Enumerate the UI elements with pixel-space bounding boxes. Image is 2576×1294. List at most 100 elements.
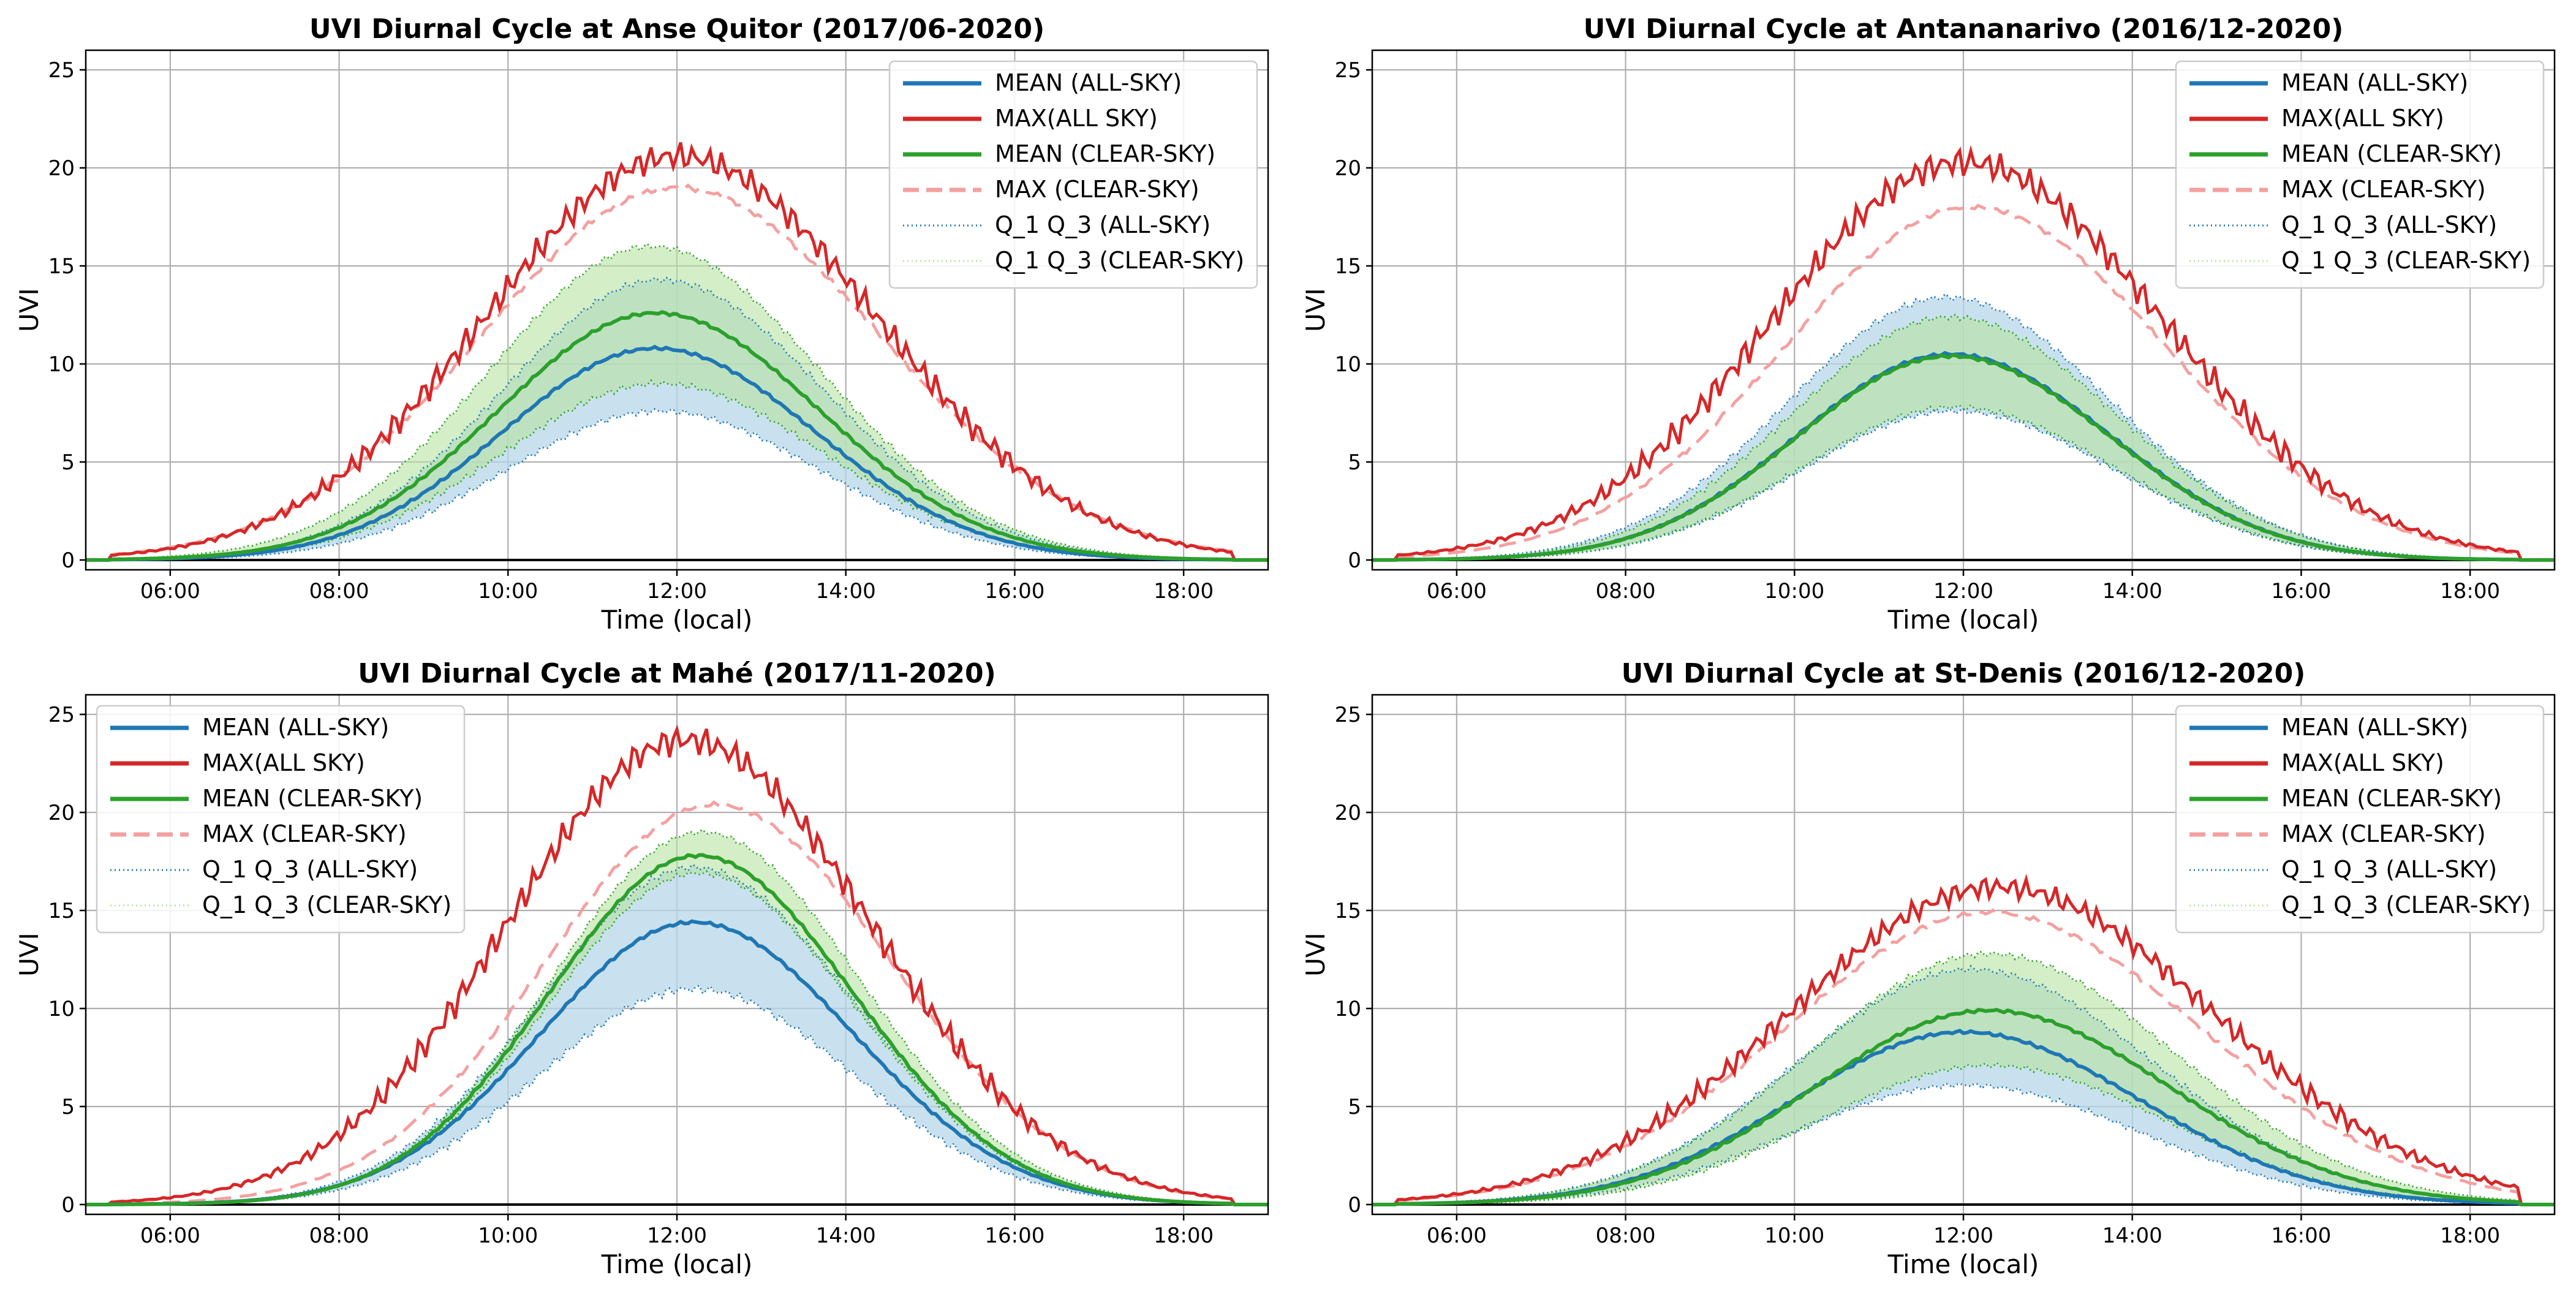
x-tick-label: 10:00 bbox=[478, 579, 538, 603]
series-line-mean-clear-sky bbox=[86, 310, 1268, 562]
y-tick-label: 25 bbox=[1335, 58, 1361, 83]
x-tick-label: 10:00 bbox=[1764, 1224, 1824, 1248]
x-tick-label: 12:00 bbox=[647, 1224, 707, 1248]
x-tick-label: 18:00 bbox=[2440, 579, 2500, 603]
legend-entry: MEAN (ALL-SKY) bbox=[995, 69, 1182, 96]
series-line-mean-clear-sky bbox=[1372, 1007, 2555, 1206]
series-line-max-clear-sky bbox=[1372, 203, 2555, 562]
y-tick-label: 15 bbox=[48, 899, 75, 923]
y-axis-label: UVI bbox=[14, 933, 44, 977]
legend: MEAN (ALL-SKY) MAX(ALL SKY) MEAN (CLEAR-SK… bbox=[96, 705, 466, 934]
y-tick-label: 5 bbox=[1348, 1095, 1361, 1119]
x-tick-label: 16:00 bbox=[984, 579, 1044, 603]
x-tick-label: 06:00 bbox=[1427, 1224, 1487, 1248]
x-tick-label: 08:00 bbox=[1596, 579, 1656, 603]
series-line-q-1-clear-sky- bbox=[1372, 1061, 2555, 1206]
x-tick-label: 10:00 bbox=[478, 1224, 538, 1248]
x-tick-label: 14:00 bbox=[816, 1224, 876, 1248]
plot-area bbox=[86, 142, 1268, 562]
chart-panel-4: 06:00 08:00 10:00 12:00 14:00 16:00 18:00 0 5 10 1… bbox=[1301, 658, 2556, 1279]
x-tick-label: 16:00 bbox=[2271, 579, 2331, 603]
x-axis-label: Time (local) bbox=[601, 605, 753, 635]
x-tick-label: 06:00 bbox=[1427, 579, 1487, 603]
series-line-max-clear-sky bbox=[1372, 908, 2555, 1206]
legend-entry: MEAN (CLEAR-SKY) bbox=[202, 785, 423, 812]
legend-entry: MAX (CLEAR-SKY) bbox=[202, 820, 407, 847]
legend-entry: MEAN (ALL-SKY) bbox=[202, 714, 389, 741]
series-line-mean-clear-sky bbox=[1372, 353, 2555, 562]
chart-title: UVI Diurnal Cycle at Mahé (2017/11-2020) bbox=[358, 658, 996, 689]
y-tick-label: 25 bbox=[1335, 703, 1361, 727]
series-line-max-all-sky bbox=[86, 724, 1268, 1206]
legend-entry: Q_1 Q_3 (ALL-SKY) bbox=[2281, 211, 2497, 238]
series-line-mean-all-sky bbox=[86, 344, 1268, 562]
x-tick-label: 08:00 bbox=[1596, 1224, 1656, 1248]
series-line-max-all-sky bbox=[86, 142, 1268, 562]
y-tick-label: 10 bbox=[48, 997, 75, 1021]
series-line-q-1-clear-sky- bbox=[1372, 403, 2555, 561]
legend: MEAN (ALL-SKY) MAX(ALL SKY) MEAN (CLEAR-SK… bbox=[2175, 60, 2545, 289]
y-tick-label: 25 bbox=[48, 703, 75, 727]
legend-entry: Q_1 Q_3 (ALL-SKY) bbox=[2281, 856, 2497, 883]
x-tick-label: 16:00 bbox=[984, 1224, 1044, 1248]
y-tick-label: 5 bbox=[61, 1095, 75, 1119]
legend-entry: MEAN (ALL-SKY) bbox=[2281, 69, 2468, 96]
chart-title: UVI Diurnal Cycle at Anse Quitor (2017/0… bbox=[309, 13, 1044, 45]
x-axis-label: Time (local) bbox=[1887, 1249, 2039, 1279]
x-tick-label: 12:00 bbox=[1933, 579, 1993, 603]
y-tick-label: 20 bbox=[1335, 156, 1361, 181]
x-axis-label: Time (local) bbox=[1887, 605, 2039, 635]
series-line-q-1-all-sky- bbox=[1372, 407, 2555, 561]
panels: 06:00 08:00 10:00 12:00 14:00 16:00 18:00 0 5 10 1… bbox=[14, 13, 2556, 1279]
y-tick-label: 0 bbox=[61, 548, 75, 573]
y-tick-label: 0 bbox=[1348, 548, 1361, 573]
chart-panel-1: 06:00 08:00 10:00 12:00 14:00 16:00 18:00 0 5 10 1… bbox=[14, 13, 1269, 635]
x-tick-label: 10:00 bbox=[1764, 579, 1824, 603]
legend-entry: MEAN (CLEAR-SKY) bbox=[2281, 140, 2502, 167]
x-tick-label: 14:00 bbox=[816, 579, 876, 603]
series-line-q-3-clear-sky- bbox=[1372, 313, 2555, 561]
x-tick-label: 18:00 bbox=[1154, 579, 1214, 603]
y-tick-label: 15 bbox=[1335, 254, 1361, 279]
x-tick-label: 16:00 bbox=[2271, 1224, 2331, 1248]
x-tick-label: 18:00 bbox=[2440, 1224, 2500, 1248]
x-tick-label: 08:00 bbox=[309, 579, 369, 603]
x-tick-label: 06:00 bbox=[140, 1224, 200, 1248]
x-tick-label: 12:00 bbox=[647, 579, 707, 603]
y-tick-label: 20 bbox=[48, 801, 75, 825]
legend: MEAN (ALL-SKY) MAX(ALL SKY) MEAN (CLEAR-SK… bbox=[2175, 705, 2545, 934]
legend-entry: Q_1 Q_3 (CLEAR-SKY) bbox=[995, 247, 1244, 274]
y-tick-label: 10 bbox=[48, 352, 75, 377]
legend-entry: MAX(ALL SKY) bbox=[202, 749, 365, 776]
y-tick-label: 10 bbox=[1335, 352, 1361, 377]
legend-entry: MAX(ALL SKY) bbox=[2281, 105, 2444, 132]
legend-entry: Q_1 Q_3 (CLEAR-SKY) bbox=[2281, 247, 2531, 274]
legend-entry: Q_1 Q_3 (ALL-SKY) bbox=[202, 856, 418, 883]
series-line-q-3-all-sky- bbox=[86, 276, 1268, 561]
x-tick-label: 14:00 bbox=[2102, 579, 2162, 603]
y-axis-label: UVI bbox=[1301, 933, 1331, 977]
series-line-mean-clear-sky bbox=[86, 853, 1268, 1206]
legend-entry: Q_1 Q_3 (CLEAR-SKY) bbox=[202, 891, 451, 918]
x-tick-label: 18:00 bbox=[1154, 1224, 1214, 1248]
series-line-max-all-sky bbox=[1372, 145, 2555, 562]
y-tick-label: 5 bbox=[61, 450, 75, 475]
series-line-max-all-sky bbox=[1372, 874, 2555, 1206]
legend-entry: Q_1 Q_3 (CLEAR-SKY) bbox=[2281, 891, 2531, 918]
series-line-q-1-all-sky- bbox=[1372, 1082, 2555, 1206]
x-axis-label: Time (local) bbox=[601, 1249, 753, 1279]
y-tick-label: 15 bbox=[48, 254, 75, 279]
legend-entry: MAX(ALL SKY) bbox=[2281, 749, 2444, 776]
legend-entry: MEAN (CLEAR-SKY) bbox=[2281, 785, 2502, 812]
legend-entry: MAX (CLEAR-SKY) bbox=[2281, 820, 2486, 847]
q1-q3-all-sky-band bbox=[86, 865, 1268, 1205]
chart-panel-3: 06:00 08:00 10:00 12:00 14:00 16:00 18:00 0 5 10 1… bbox=[14, 658, 1269, 1279]
legend-entry: MEAN (ALL-SKY) bbox=[2281, 714, 2468, 741]
y-axis-label: UVI bbox=[1301, 288, 1331, 332]
x-tick-label: 12:00 bbox=[1933, 1224, 1993, 1248]
y-tick-label: 25 bbox=[48, 58, 75, 83]
plot-area bbox=[86, 724, 1268, 1206]
series-line-q-3-clear-sky- bbox=[1372, 950, 2555, 1206]
legend-entry: MAX(ALL SKY) bbox=[995, 105, 1158, 132]
legend-entry: MAX (CLEAR-SKY) bbox=[995, 176, 1199, 203]
